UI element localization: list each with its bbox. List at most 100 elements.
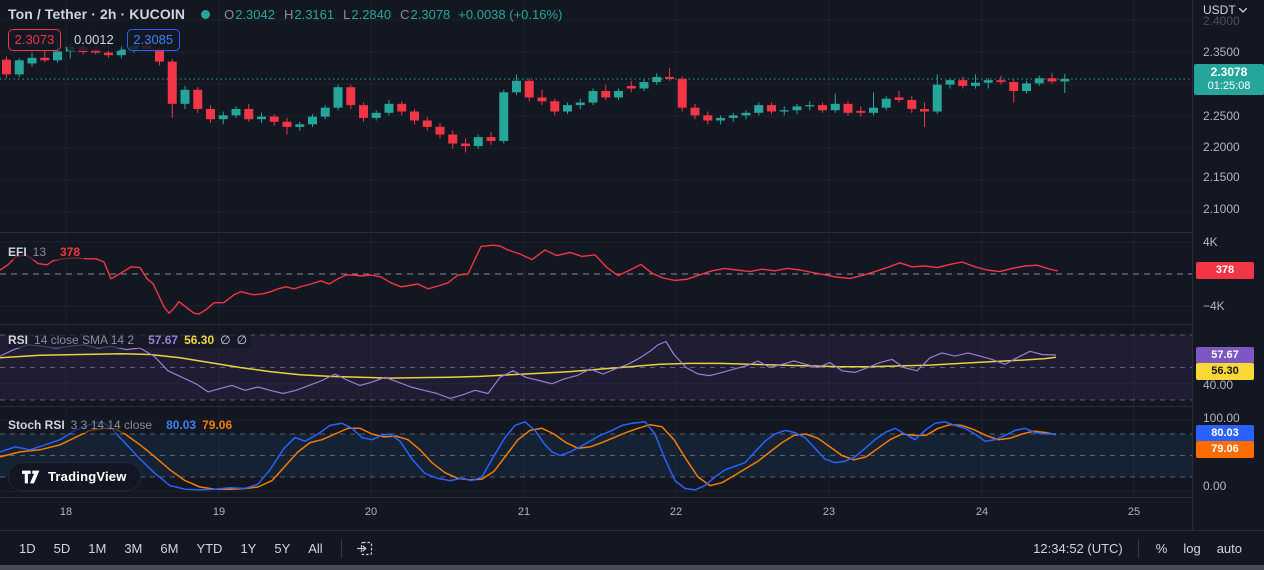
symbol-legend: Ton / Tether · 2h · KUCOIN O 2.3042 H 2.31… <box>8 4 562 51</box>
candle-body <box>792 106 802 111</box>
candle-body <box>537 97 547 102</box>
candle-body <box>767 105 776 112</box>
candle-body <box>665 76 674 79</box>
candle-body <box>295 124 305 127</box>
candle-body <box>639 82 649 89</box>
time-axis-label: 22 <box>669 506 683 518</box>
candle-body <box>333 87 343 108</box>
currency-label: USDT <box>1203 3 1236 17</box>
window-resize-strip[interactable] <box>0 565 1264 570</box>
candle-body <box>346 87 356 106</box>
price-axis-tick: 4K <box>1203 235 1218 249</box>
efi-line <box>0 244 1059 315</box>
candle-body <box>308 116 317 125</box>
indicator-value-badge: 57.67 <box>1196 347 1254 364</box>
efi-title[interactable]: EFI <box>8 245 27 259</box>
candle-body <box>473 137 483 147</box>
candle-body <box>805 105 815 107</box>
range-buttons: 1D 5D 1M 3M 6M YTD 1Y 5Y All <box>10 537 332 560</box>
price-axis-tick: 2.4000 <box>1203 14 1240 28</box>
candle-body <box>167 61 177 104</box>
percent-scale-toggle[interactable]: % <box>1148 537 1176 560</box>
tradingview-logo-icon <box>22 470 40 483</box>
candle-body <box>563 105 572 112</box>
candle-body <box>91 49 101 53</box>
candle-body <box>907 100 917 109</box>
high-label: H <box>283 6 294 22</box>
candle-body <box>741 112 751 116</box>
current-price-badge: 2.3078 01:25:08 <box>1194 64 1264 95</box>
bid-price-box[interactable]: 2.3073 <box>8 29 61 51</box>
candle-body <box>1047 78 1057 82</box>
tradingview-logo-text: TradingView <box>48 469 127 484</box>
price-axis[interactable]: USDT 2.3078 01:25:08 2.4000 2.3500 2.2500 2… <box>1192 0 1264 530</box>
candle-body <box>512 80 521 93</box>
candle-body <box>116 49 126 56</box>
price-axis-tick: 2.2500 <box>1203 109 1240 123</box>
indicator-value-badge: 378 <box>1196 262 1254 279</box>
rsi-zero-icon: ∅ <box>220 333 231 347</box>
auto-scale-toggle[interactable]: auto <box>1209 537 1250 560</box>
candle-body <box>461 143 470 147</box>
candle-body <box>384 103 394 113</box>
toolbar-divider <box>1137 538 1139 558</box>
candle-body <box>601 91 611 98</box>
candle-body <box>257 116 266 120</box>
range-button-1y[interactable]: 1Y <box>231 537 265 560</box>
rsi-sma-value: 56.30 <box>184 333 215 347</box>
ask-price-box[interactable]: 2.3085 <box>126 29 180 51</box>
stoch-pane-legend: Stoch RSI 3 3 14 14 close 80.03 79.06 <box>8 417 237 433</box>
price-axis-tick: 2.1000 <box>1203 202 1240 216</box>
candle-body <box>575 102 585 106</box>
low-value: 2.2840 <box>351 6 392 22</box>
stoch-title[interactable]: Stoch RSI <box>8 418 65 432</box>
market-status-icon[interactable] <box>201 9 211 19</box>
range-button-1d[interactable]: 1D <box>10 537 45 560</box>
price-axis-tick: 0.00 <box>1203 479 1227 493</box>
range-button-5d[interactable]: 5D <box>45 537 80 560</box>
candle-body <box>320 107 330 117</box>
candle-body <box>14 60 24 75</box>
tradingview-logo[interactable]: TradingView <box>8 462 141 491</box>
candle-body <box>1009 82 1019 92</box>
candle-body <box>830 103 840 111</box>
range-button-5y[interactable]: 5Y <box>265 537 299 560</box>
symbol-title[interactable]: Ton / Tether · 2h · KUCOIN <box>8 6 186 22</box>
candle-body <box>1022 83 1031 92</box>
efi-pane-legend: EFI 13 378 <box>8 244 85 260</box>
bar-countdown: 01:25:08 <box>1207 80 1251 92</box>
price-axis-tick: 40.00 <box>1203 378 1234 392</box>
range-button-ytd[interactable]: YTD <box>187 537 231 560</box>
rsi-line <box>0 340 1057 399</box>
candle-body <box>524 80 534 98</box>
close-label: C <box>400 6 410 22</box>
spread-value: 0.0012 <box>67 29 121 51</box>
range-button-all[interactable]: All <box>299 537 331 560</box>
price-axis-tick: 2.3500 <box>1203 45 1240 59</box>
candle-body <box>881 98 891 108</box>
bottom-toolbar: 1D 5D 1M 3M 6M YTD 1Y 5Y All 12:34:52 (UTC) % lo… <box>0 530 1264 565</box>
go-to-date-button[interactable] <box>351 538 380 559</box>
candle-body <box>971 82 980 86</box>
high-value: 2.3161 <box>294 6 335 22</box>
candle-body <box>40 57 50 61</box>
candle-body <box>2 59 11 75</box>
candle-body <box>996 80 1006 83</box>
candle-body <box>180 89 190 104</box>
log-scale-toggle[interactable]: log <box>1175 537 1208 560</box>
currency-selector[interactable]: USDT <box>1203 3 1247 17</box>
time-axis-label: 23 <box>822 506 836 518</box>
range-button-3m[interactable]: 3M <box>115 537 151 560</box>
rsi-title[interactable]: RSI <box>8 333 29 347</box>
time-axis-label: 20 <box>364 506 378 518</box>
candle-body <box>677 78 687 108</box>
ohlc-values: O 2.3042 H 2.3161 L 2.2840 C 2.3078 <box>224 7 450 22</box>
stoch-k-value: 80.03 <box>166 418 197 432</box>
price-axis-tick: 100.00 <box>1203 411 1240 425</box>
range-button-1m[interactable]: 1M <box>79 537 115 560</box>
session-clock[interactable]: 12:34:52 (UTC) <box>1033 540 1123 556</box>
range-button-6m[interactable]: 6M <box>151 537 187 560</box>
rsi-sma-line <box>0 352 1057 379</box>
